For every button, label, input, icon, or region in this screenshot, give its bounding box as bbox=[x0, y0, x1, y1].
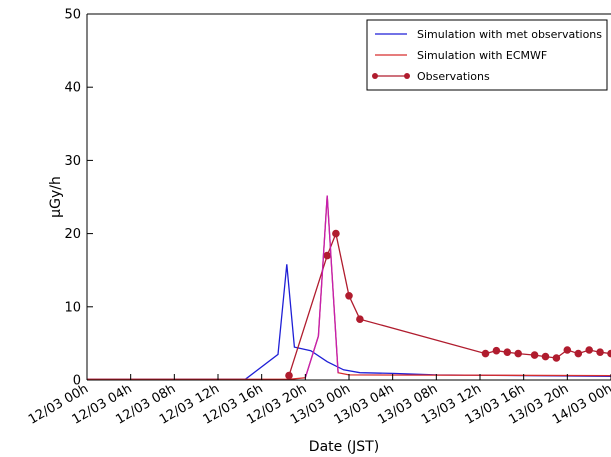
legend-label: Observations bbox=[417, 70, 490, 83]
observation-point bbox=[356, 315, 364, 324]
legend-label: Simulation with met observations bbox=[417, 28, 602, 41]
legend-marker bbox=[404, 73, 410, 79]
observation-point bbox=[514, 349, 523, 358]
observation-point bbox=[345, 292, 353, 300]
y-tick-label: 40 bbox=[64, 81, 81, 96]
y-tick-label: 20 bbox=[64, 227, 81, 242]
legend-marker bbox=[372, 73, 378, 79]
observation-point bbox=[481, 349, 490, 358]
x-axis-title: Date (JST) bbox=[309, 439, 379, 455]
observation-point bbox=[530, 351, 539, 359]
observation-point bbox=[541, 352, 550, 361]
observation-point bbox=[596, 348, 604, 357]
observation-point bbox=[585, 346, 594, 354]
observation-point bbox=[285, 371, 293, 380]
observation-point bbox=[332, 229, 340, 238]
y-tick-label: 50 bbox=[64, 8, 81, 23]
y-axis-title: μGy/h bbox=[48, 176, 64, 218]
observation-point bbox=[552, 354, 561, 362]
observation-point bbox=[563, 346, 572, 354]
observation-point bbox=[492, 346, 501, 355]
observation-point bbox=[323, 251, 332, 260]
legend-label: Simulation with ECMWF bbox=[417, 49, 547, 62]
observation-point bbox=[503, 348, 512, 357]
y-tick-label: 10 bbox=[64, 300, 81, 315]
y-tick-label: 30 bbox=[64, 154, 81, 169]
y-tick-label: 0 bbox=[73, 374, 81, 389]
series-peak-overlay bbox=[304, 195, 339, 378]
observation-point bbox=[607, 349, 611, 358]
observation-point bbox=[574, 349, 583, 358]
legend: Simulation with met observations Simulati… bbox=[366, 19, 608, 91]
